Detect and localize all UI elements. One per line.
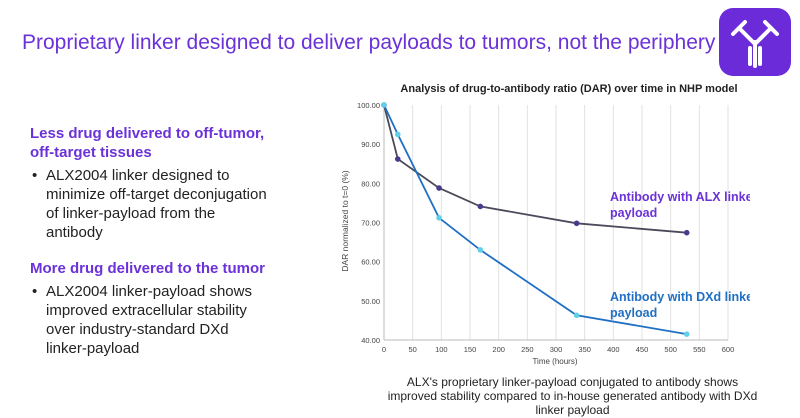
caption-line: ALX's proprietary linker-payload conjuga… (406, 375, 739, 389)
y-axis-label: DAR normalized to t=0 (%) (340, 170, 350, 271)
data-point-dxd (477, 247, 484, 253)
antibody-icon (731, 20, 779, 68)
data-point-alx (477, 203, 484, 210)
x-tick-label: 550 (693, 345, 706, 354)
bullet-line: improved extracellular stability (46, 302, 247, 319)
series-label-alx-line1: Antibody with ALX linker (610, 190, 750, 204)
y-tick-label: 80.00 (361, 179, 380, 188)
data-point-dxd (394, 131, 401, 138)
bullet-item: ALX2004 linker designed to minimize off-… (30, 166, 330, 242)
logo (719, 8, 791, 76)
x-tick-label: 0 (382, 345, 386, 354)
y-tick-label: 90.00 (361, 140, 380, 149)
x-tick-label: 450 (636, 345, 649, 354)
x-tick-label: 500 (664, 345, 677, 354)
x-axis-label: Time (hours) (532, 357, 577, 366)
x-tick-label: 100 (435, 345, 448, 354)
data-point-dxd (381, 102, 387, 108)
chart-title: Analysis of drug-to-antibody ratio (DAR)… (400, 83, 737, 95)
x-tick-label: 250 (521, 345, 534, 354)
y-tick-label: 60.00 (361, 258, 380, 267)
x-tick-label: 50 (408, 345, 416, 354)
data-point-dxd (436, 215, 442, 221)
bullet-line: over industry-standard DXd (46, 321, 229, 338)
point-heading-tumor: More drug delivered to the tumor (30, 259, 330, 278)
bullet-item: ALX2004 linker-payload shows improved ex… (30, 282, 330, 358)
bullet-list: ALX2004 linker designed to minimize off-… (30, 166, 330, 242)
slide-title: Proprietary linker designed to deliver p… (22, 31, 716, 54)
data-point-dxd (573, 312, 580, 319)
y-tick-label: 70.00 (361, 219, 380, 228)
bullet-line: linker-payload (46, 340, 140, 357)
series-label-alx-line2: payload (610, 206, 657, 220)
series-label-dxd-line2: payload (610, 306, 657, 320)
data-point-dxd (683, 331, 690, 337)
y-tick-label: 40.00 (361, 336, 380, 345)
caption-line: improved stability compared to in-house … (387, 389, 758, 403)
bullet-line: ALX2004 linker designed to (46, 167, 230, 184)
x-tick-label: 200 (492, 345, 505, 354)
y-tick-label: 100.00 (357, 101, 380, 110)
chart-caption: ALX's proprietary linker-payload conjuga… (360, 375, 785, 417)
x-tick-label: 300 (550, 345, 563, 354)
x-tick-label: 150 (464, 345, 477, 354)
dar-chart: Analysis of drug-to-antibody ratio (DAR)… (340, 83, 750, 366)
data-point-alx (394, 156, 401, 162)
key-points: Less drug delivered to off-tumor, off-ta… (30, 124, 330, 358)
x-tick-label: 350 (578, 345, 591, 354)
heading-line: More drug delivered to the tumor (30, 260, 266, 277)
bullet-line: of linker-payload from the (46, 205, 216, 222)
x-tick-label: 600 (722, 345, 735, 354)
x-tick-label: 400 (607, 345, 620, 354)
series-label-dxd-line1: Antibody with DXd linker (610, 290, 750, 304)
caption-line: linker payload (535, 403, 610, 417)
series-line-dxd (383, 104, 687, 335)
series-line-alx (383, 104, 687, 234)
bullet-line: minimize off-target deconjugation (46, 186, 267, 203)
data-point-alx (683, 229, 690, 236)
data-point-alx (573, 220, 580, 227)
bullet-list: ALX2004 linker-payload shows improved ex… (30, 282, 330, 358)
bullet-line: antibody (46, 224, 103, 241)
data-point-alx (436, 185, 442, 191)
heading-line: off-target tissues (30, 144, 152, 161)
bullet-line: ALX2004 linker-payload shows (46, 283, 252, 300)
heading-line: Less drug delivered to off-tumor, (30, 125, 265, 142)
y-tick-label: 50.00 (361, 297, 380, 306)
point-heading-off-target: Less drug delivered to off-tumor, off-ta… (30, 124, 330, 162)
